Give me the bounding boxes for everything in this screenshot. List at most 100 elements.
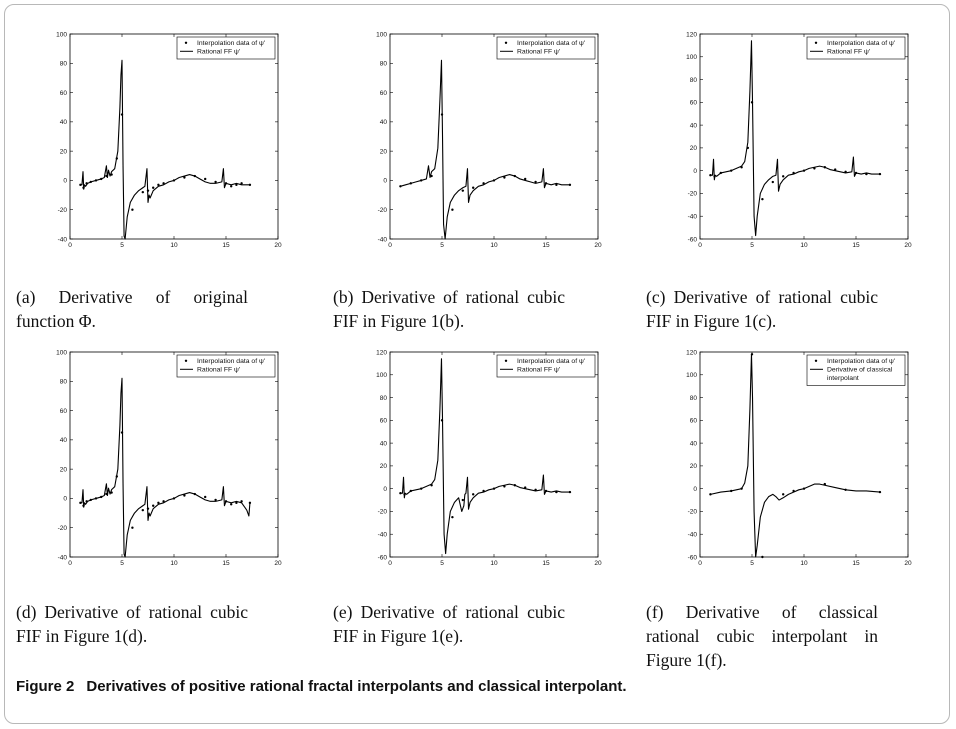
data-point (544, 489, 548, 493)
y-tick-label: 20 (380, 463, 388, 470)
y-tick-label: 60 (690, 418, 698, 425)
legend-box (806, 36, 906, 60)
x-tick-label: 10 (490, 242, 498, 249)
data-point (461, 189, 464, 192)
y-tick-label: 0 (383, 178, 387, 185)
subcaption-e: (e) Derivative of rational cubic FIF in … (333, 602, 565, 646)
legend-marker-icon (504, 41, 508, 44)
data-point (524, 177, 527, 181)
data-point (120, 431, 124, 434)
data-point (141, 508, 144, 512)
x-tick-label: 5 (120, 242, 124, 249)
legend-marker-icon (504, 359, 508, 362)
data-point (172, 497, 176, 500)
subcaption-f: (f) Derivative of classical rational cub… (646, 602, 878, 670)
y-tick-label: 100 (376, 372, 387, 379)
y-tick-label: 0 (693, 486, 697, 493)
plot-area: 0 5 10 15 20 -60 -40 -20 0 20 40 60 80 100 120 Interpol… (376, 349, 602, 567)
data-point (492, 179, 496, 182)
data-point (131, 526, 134, 529)
chart-e: 0 5 10 15 20 -60 -40 -20 0 20 40 60 80 100 120 Interpol… (376, 349, 602, 567)
y-tick-label: 60 (380, 418, 388, 425)
y-tick-label: -40 (58, 236, 68, 243)
y-tick-label: 40 (380, 119, 388, 126)
series-line (400, 59, 570, 240)
y-tick-label: -20 (378, 509, 388, 516)
legend-entry: Interpolation data of ψ' (197, 358, 265, 365)
x-tick-label: 20 (274, 560, 282, 567)
data-point (224, 500, 228, 503)
data-point (146, 507, 150, 510)
data-point (183, 176, 186, 179)
data-point (740, 487, 743, 490)
plot-area: 0 5 10 15 20 -60 -40 -20 0 20 40 60 80 100 120 Interpol… (686, 349, 912, 567)
y-tick-label: 80 (60, 61, 68, 68)
y-tick-label: 40 (690, 122, 698, 129)
data-point (568, 490, 572, 494)
data-point (193, 174, 196, 178)
chart-b: 0 5 10 15 20 -40 -20 0 20 40 60 80 100 Interpolation … (376, 31, 602, 249)
data-point (248, 183, 252, 187)
data-point (761, 555, 764, 559)
data-point (430, 484, 433, 487)
data-point (152, 504, 155, 507)
data-point (534, 180, 537, 184)
series-line (80, 377, 251, 558)
data-point (782, 175, 785, 178)
axes-box (389, 33, 599, 240)
x-tick-label: 5 (440, 560, 444, 567)
data-point (878, 490, 882, 494)
chart-panel-c: 0 5 10 15 20 -60 -40 -20 0 20 40 60 80 100 120 Interpol… (670, 28, 922, 255)
y-tick-label: -20 (688, 509, 698, 516)
chart-f: 0 5 10 15 20 -60 -40 -20 0 20 40 60 80 100 120 Interpol… (686, 349, 912, 567)
data-point (771, 180, 774, 184)
data-point (719, 171, 722, 175)
x-tick-label: 0 (698, 242, 702, 249)
legend-entry: interpolant (827, 375, 859, 382)
chart-d: 0 5 10 15 20 -40 -20 0 20 40 60 80 100 Interpolation … (56, 349, 282, 567)
x-tick-label: 10 (800, 242, 808, 249)
y-tick-label: -20 (58, 207, 68, 214)
x-tick-label: 20 (274, 242, 282, 249)
y-tick-label: -40 (688, 532, 698, 539)
data-point (878, 172, 882, 176)
legend-box (496, 354, 596, 378)
data-point (709, 174, 712, 177)
x-tick-label: 10 (170, 242, 178, 249)
legend-marker-icon (184, 41, 188, 44)
legend-entry: Rational FF ψ' (827, 49, 870, 56)
data-point (248, 501, 252, 505)
data-point (89, 498, 92, 502)
x-tick-label: 20 (594, 242, 602, 249)
x-tick-label: 15 (222, 242, 230, 249)
y-tick-label: -60 (688, 554, 698, 561)
data-point (131, 208, 134, 211)
x-tick-label: 20 (904, 560, 912, 567)
data-point (152, 186, 155, 189)
legend-entry: Rational FF ψ' (197, 367, 240, 374)
data-point (513, 484, 516, 487)
data-point (440, 113, 444, 116)
legend: Interpolation data of ψ' Rational FF ψ' (176, 36, 276, 60)
legend: Interpolation data of ψ' Rational FF ψ' (496, 36, 596, 60)
x-tick-label: 5 (440, 242, 444, 249)
data-point (100, 495, 103, 499)
data-point (482, 489, 485, 493)
data-point (399, 185, 402, 188)
y-tick-label: -20 (378, 207, 388, 214)
x-tick-label: 10 (490, 560, 498, 567)
data-point (204, 177, 207, 181)
legend: Interpolation data of ψ' Rational FF ψ' (806, 36, 906, 60)
y-tick-label: 120 (686, 31, 697, 38)
data-point (440, 419, 444, 422)
y-tick-label: 60 (380, 90, 388, 97)
chart-panel-e: 0 5 10 15 20 -60 -40 -20 0 20 40 60 80 100 120 Interpol… (360, 346, 612, 573)
data-point (492, 487, 496, 490)
legend: Interpolation data of ψ' Rational FF ψ' (496, 354, 596, 378)
data-point (472, 493, 475, 496)
data-point (792, 171, 795, 175)
data-point (240, 500, 243, 503)
data-point (115, 157, 118, 160)
data-point (240, 182, 243, 185)
y-tick-label: 0 (63, 496, 67, 503)
